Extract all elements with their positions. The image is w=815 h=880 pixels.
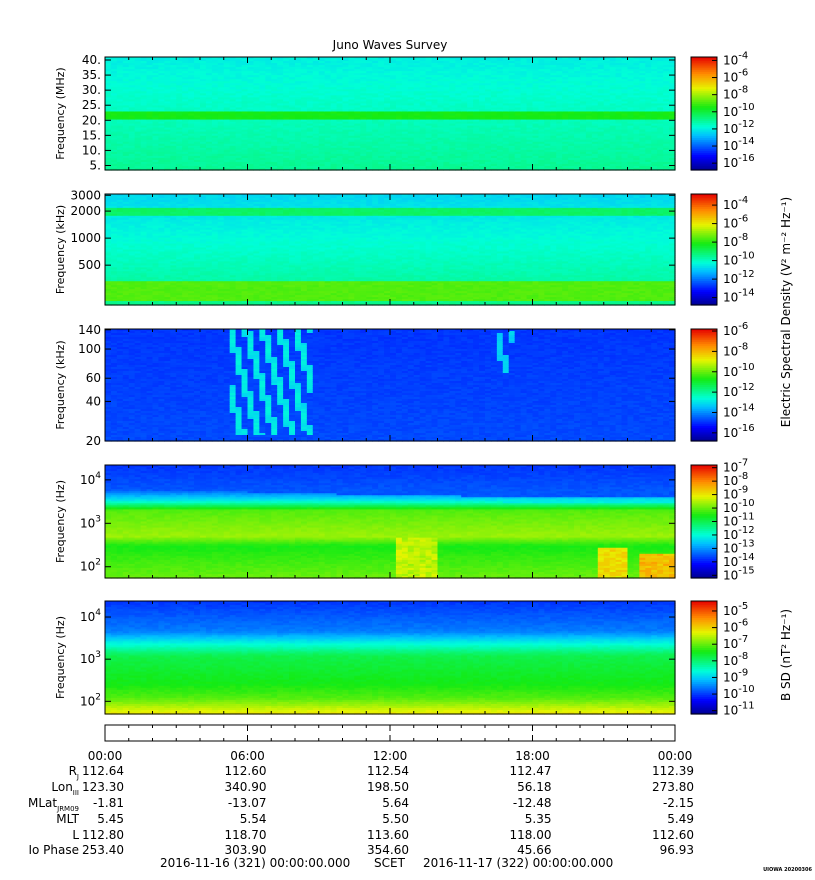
panel-hfr_high: 5.10.15.20.25.30.35.40.Frequency (MHz)10… [54, 50, 755, 172]
spectrogram-panels: 5.10.15.20.25.30.35.40.Frequency (MHz)10… [54, 50, 755, 717]
juno-waves-figure: Juno Waves Survey 5.10.15.20.25.30.35.40… [0, 0, 815, 880]
chart-title: Juno Waves Survey [332, 38, 448, 52]
spectrogram-hfr_high [105, 57, 676, 171]
